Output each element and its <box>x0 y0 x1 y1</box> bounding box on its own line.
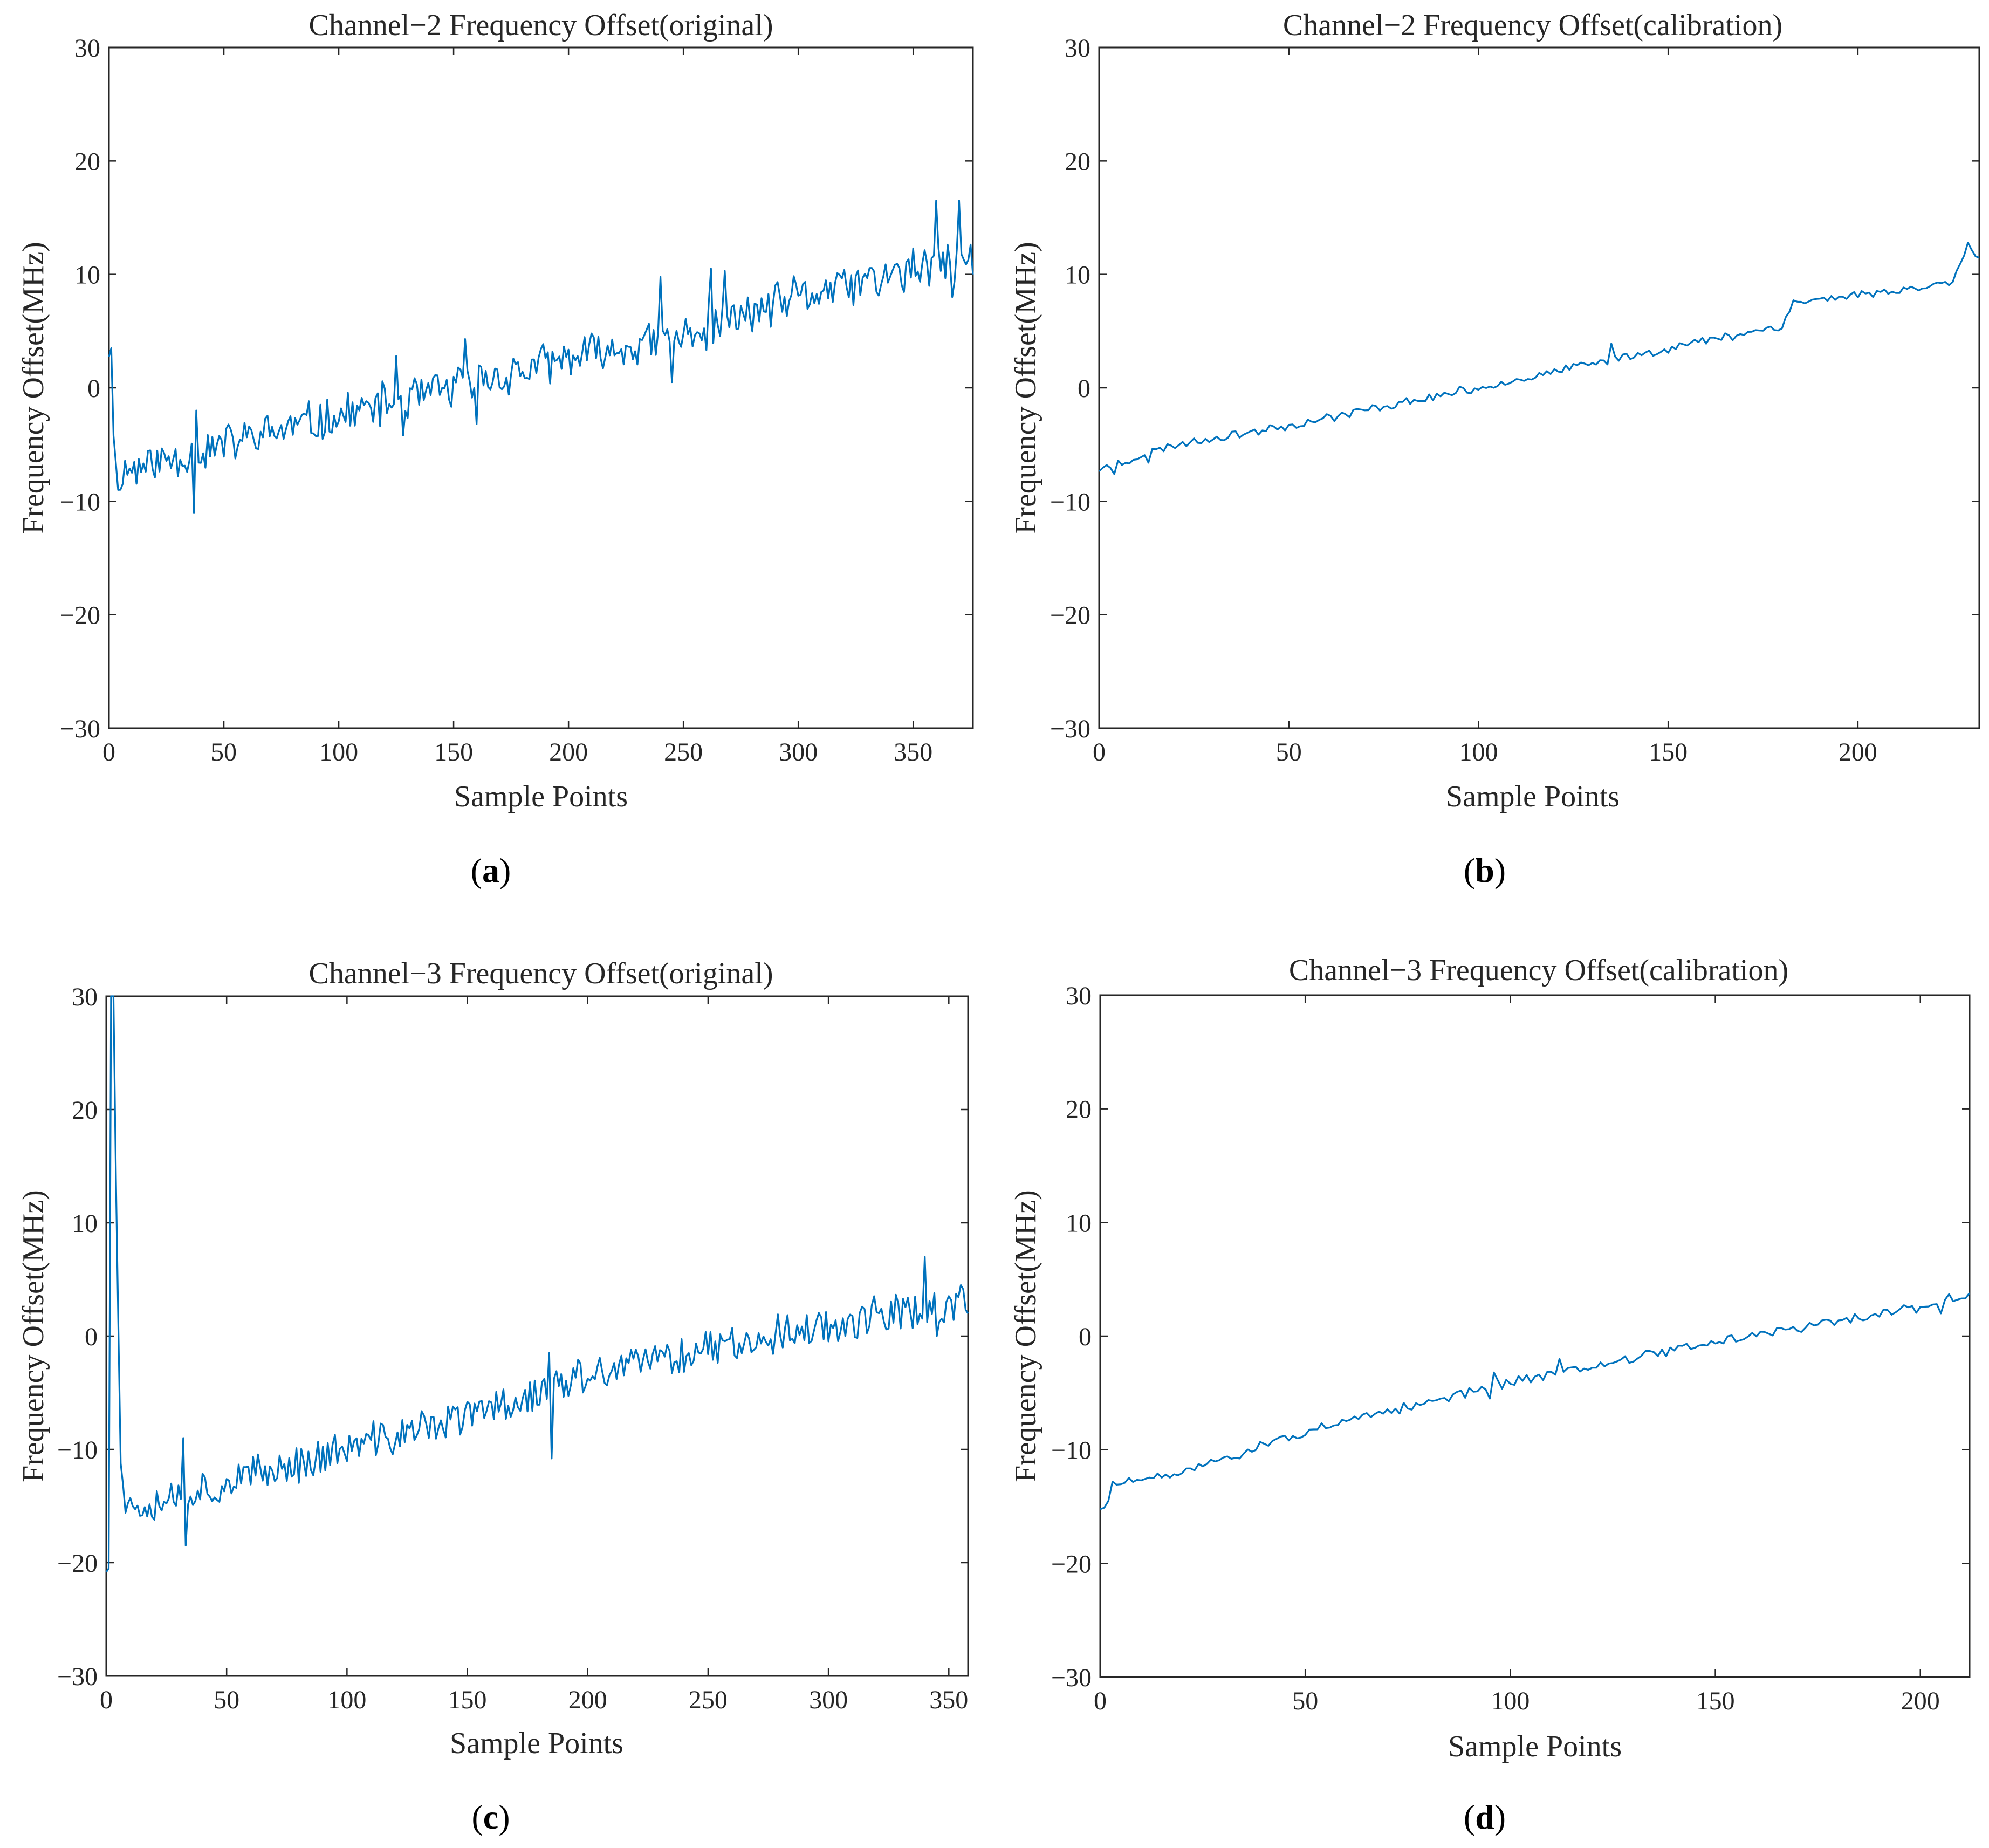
y-tick-label: 0 <box>1079 1323 1092 1351</box>
panel-label-b-letter: b <box>1475 851 1494 889</box>
y-tick-label: 0 <box>1078 374 1090 403</box>
panel-label-a-letter: a <box>482 851 499 889</box>
panel-b: Channel−2 Frequency Offset(calibration) … <box>1009 9 1980 889</box>
panel-label-d: (d) <box>1464 1798 1506 1836</box>
y-tick-label: 30 <box>1066 982 1092 1010</box>
y-tick-label: 20 <box>1066 1096 1092 1124</box>
x-tick-label: 50 <box>214 1686 239 1714</box>
chart-title-c: Channel−3 Frequency Offset(original) <box>309 957 773 990</box>
x-tick-label: 100 <box>327 1686 366 1714</box>
y-tick-label: −10 <box>1051 1436 1092 1465</box>
x-tick-label: 0 <box>1094 1687 1107 1715</box>
y-tick-label: 30 <box>72 983 98 1011</box>
y-tick-label: 10 <box>1065 261 1090 290</box>
ticks-d: 0 50 100 150 200 −30 −20 −10 0 10 20 30 <box>1051 982 1970 1715</box>
x-axis-label-d: Sample Points <box>1448 1730 1622 1763</box>
chart-title-b: Channel−2 Frequency Offset(calibration) <box>1283 9 1782 42</box>
chart-title-d: Channel−3 Frequency Offset(calibration) <box>1289 954 1788 987</box>
y-tick-label: −10 <box>57 1436 98 1464</box>
y-tick-label: −30 <box>1050 715 1090 743</box>
panel-label-c-close: ) <box>498 1798 510 1836</box>
x-tick-label: 200 <box>568 1686 607 1714</box>
panel-label-a-close: ) <box>499 851 511 889</box>
x-tick-label: 50 <box>1276 738 1302 766</box>
plot-frame-a <box>108 46 974 729</box>
data-series-line-b <box>1098 242 1980 475</box>
y-axis-label-d: Frequency Offset(MHz) <box>1009 1190 1042 1482</box>
x-tick-label: 0 <box>100 1686 113 1714</box>
x-tick-label: 150 <box>448 1686 487 1714</box>
x-axis-label-a: Sample Points <box>454 780 628 813</box>
x-tick-label: 50 <box>1292 1687 1318 1715</box>
y-tick-label: 20 <box>74 147 100 176</box>
x-axis-label-c: Sample Points <box>450 1727 623 1760</box>
y-axis-label-b: Frequency Offset(MHz) <box>1009 242 1042 534</box>
x-tick-label: 350 <box>894 738 932 766</box>
data-series-line-c <box>105 995 969 1573</box>
y-tick-label: 20 <box>1065 147 1090 176</box>
panel-label-a: (a) <box>471 851 511 889</box>
y-tick-label: −20 <box>1051 1550 1092 1578</box>
y-tick-label: 0 <box>87 374 100 403</box>
x-tick-label: 100 <box>1459 738 1498 766</box>
x-tick-label: 300 <box>809 1686 848 1714</box>
panel-label-b-open: ( <box>1464 851 1475 889</box>
panel-label-c-letter: c <box>483 1798 498 1836</box>
x-tick-label: 100 <box>1491 1687 1530 1715</box>
x-tick-label: 0 <box>102 738 115 766</box>
x-tick-label: 200 <box>549 738 588 766</box>
y-axis-label-a: Frequency Offset(MHz) <box>17 242 50 534</box>
panel-c: Channel−3 Frequency Offset(original) 0 50… <box>17 957 969 1836</box>
x-tick-label: 200 <box>1901 1687 1940 1715</box>
panel-label-b-close: ) <box>1494 851 1506 889</box>
y-tick-label: −20 <box>1050 601 1090 630</box>
y-tick-label: 0 <box>85 1323 98 1351</box>
y-tick-label: 30 <box>1065 34 1090 63</box>
panel-label-d-close: ) <box>1494 1798 1506 1836</box>
ticks-a: 0 50 100 150 200 250 300 350 −30 −20 −10 0 10 20 30 <box>60 34 973 766</box>
x-tick-label: 150 <box>1696 1687 1735 1715</box>
y-tick-label: 10 <box>1066 1209 1092 1237</box>
x-tick-label: 150 <box>1649 738 1688 766</box>
y-tick-label: 10 <box>74 261 100 290</box>
panel-label-c-open: ( <box>471 1798 483 1836</box>
y-tick-label: −20 <box>60 601 100 630</box>
panel-a: Channel−2 Frequency Offset(original) 0 50… <box>17 9 974 889</box>
x-tick-label: 250 <box>664 738 703 766</box>
x-tick-label: 100 <box>319 738 358 766</box>
y-tick-label: −30 <box>60 715 100 743</box>
x-tick-label: 0 <box>1093 738 1106 766</box>
plot-frame-b <box>1098 46 1980 729</box>
ticks-c: 0 50 100 150 200 250 300 350 −30 −20 −10 0 10 20 30 <box>57 983 968 1714</box>
chart-title-a: Channel−2 Frequency Offset(original) <box>309 9 773 42</box>
x-axis-label-b: Sample Points <box>1446 780 1620 813</box>
x-tick-label: 150 <box>434 738 473 766</box>
panel-label-b: (b) <box>1464 851 1506 889</box>
ticks-b: 0 50 100 150 200 −30 −20 −10 0 10 20 30 <box>1050 34 1979 766</box>
y-axis-label-c: Frequency Offset(MHz) <box>17 1190 50 1482</box>
panel-label-a-open: ( <box>471 851 482 889</box>
panel-label-d-letter: d <box>1475 1798 1494 1836</box>
data-series-line-d <box>1100 1292 1971 1510</box>
y-tick-label: 10 <box>72 1209 98 1238</box>
panel-d: Channel−3 Frequency Offset(calibration) … <box>1009 954 1971 1836</box>
x-tick-label: 250 <box>689 1686 728 1714</box>
y-tick-label: −30 <box>57 1662 98 1691</box>
y-tick-label: −30 <box>1051 1664 1092 1692</box>
y-tick-label: −10 <box>1050 488 1090 516</box>
panel-label-c: (c) <box>471 1798 510 1836</box>
y-tick-label: −10 <box>60 488 100 516</box>
y-tick-label: −20 <box>57 1549 98 1578</box>
data-series-line-a <box>108 200 974 514</box>
x-tick-label: 300 <box>779 738 818 766</box>
y-tick-label: 30 <box>74 34 100 63</box>
x-tick-label: 200 <box>1839 738 1877 766</box>
panel-label-d-open: ( <box>1464 1798 1475 1836</box>
x-tick-label: 50 <box>211 738 237 766</box>
plot-frame-d <box>1099 994 1971 1678</box>
y-tick-label: 20 <box>72 1096 98 1125</box>
x-tick-label: 350 <box>929 1686 968 1714</box>
